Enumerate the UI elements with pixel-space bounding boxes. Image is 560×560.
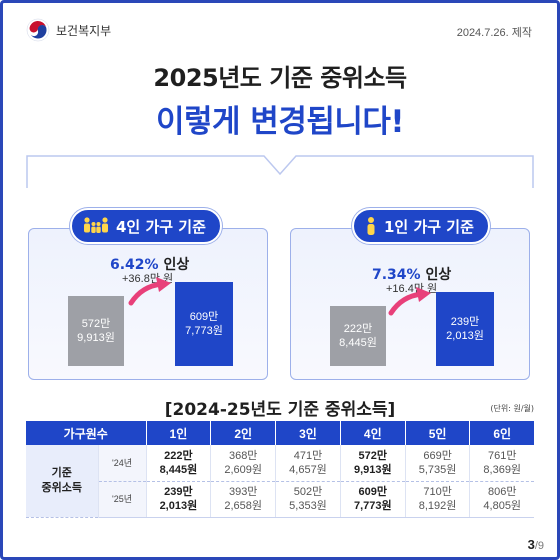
table-row: '25년 239만 2,013원 393만 2,658원 502만 5,353원 60… [26,481,534,518]
org-name: 보건복지부 [56,23,112,38]
table-cell: 710만 8,192원 [405,481,471,518]
page-total: /9 [534,540,544,552]
page-current: 3 [527,537,535,552]
header-cell: 3인 [275,421,341,445]
person-icon [367,217,375,235]
table-unit: (단위: 원/월) [490,404,534,413]
bar-2025-4person: 609만 7,773원 [175,282,233,366]
label-pill-1person: 1인 가구 기준 [352,208,490,244]
table-cell: 393만 2,658원 [210,481,277,518]
header-cell: 1인 [146,421,212,445]
table-cell: 806만 4,805원 [469,481,534,518]
bar-2024-4person: 572만 9,913원 [68,296,124,366]
org-logo: 보건복지부 [26,18,111,42]
table-cell: 502만 5,353원 [275,481,341,518]
row-category: 기준 중위소득 [26,445,99,518]
table-cell: 761만 8,369원 [469,445,534,482]
table-title: [2024-25년도 기준 중위소득] [164,400,396,420]
increase-rate-1person: 7.34% 인상 [372,267,452,283]
label-4person: 4인 가구 기준 [116,217,206,236]
family-icon [84,217,108,233]
header-cell: 가구원수 [26,421,147,445]
table-cell: 368만 2,609원 [210,445,277,482]
taegeuk-logo-icon [26,18,50,42]
header-cell: 6인 [469,421,534,445]
bar-2024-1person: 222만 8,445원 [330,306,386,366]
page-title: 2025년도 기준 중위소득 [153,64,407,92]
table-header-row: 가구원수 1인 2인 3인 4인 5인 6인 [26,421,534,445]
table-cell: 572만 9,913원 [340,445,406,482]
increase-arrow-icon [388,287,431,316]
section-divider [26,155,534,188]
table-row: 기준 중위소득 '24년 222만 8,445원 368만 2,609원 471만 4… [26,445,534,518]
row-year: '24년 [98,445,147,482]
bar-2025-1person: 239만 2,013원 [436,292,494,366]
median-income-table: 가구원수 1인 2인 3인 4인 5인 6인 기준 중위소득 '24년 222만… [26,421,534,518]
table-cell: 669만 5,735원 [405,445,471,482]
header-cell: 5인 [405,421,471,445]
table-cell: 239만 2,013원 [146,481,212,518]
page-indicator: 3/9 [528,537,544,552]
table-cell: 222만 8,445원 [146,445,212,482]
header-cell: 4인 [340,421,406,445]
creation-date: 2024.7.26. 제작 [456,27,532,39]
increase-rate-4person: 6.42% 인상 [110,257,190,273]
table-cell: 609만 7,773원 [340,481,406,518]
increase-arrow-icon [128,277,171,306]
header-cell: 2인 [210,421,277,445]
table-cell: 471만 4,657원 [275,445,341,482]
label-pill-4person: 4인 가구 기준 [70,208,222,244]
page-subtitle: 이렇게 변경됩니다! [155,104,405,140]
row-year: '25년 [98,481,147,518]
label-1person: 1인 가구 기준 [384,217,474,236]
